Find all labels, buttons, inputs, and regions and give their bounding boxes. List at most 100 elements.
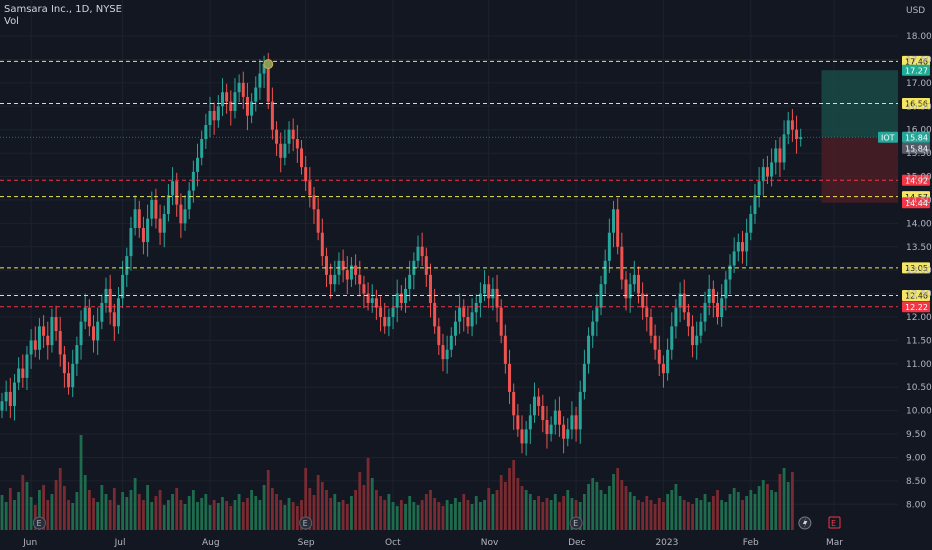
candle-body xyxy=(508,363,512,392)
volume-bar xyxy=(632,496,636,530)
volume-bar xyxy=(458,502,461,530)
candle-body xyxy=(686,312,690,327)
candle-body xyxy=(391,307,395,317)
y-tick-label: 12.50 xyxy=(906,290,932,300)
candle-body xyxy=(162,213,166,233)
candle-body xyxy=(520,429,524,444)
volume-bar xyxy=(766,484,769,530)
candle-body xyxy=(75,345,79,364)
x-tick-2023: 2023 xyxy=(655,538,678,548)
price-axis[interactable]: 18.00 17.50 17.00 16.50 16.00 15.50 15.00 14.50… xyxy=(906,32,932,510)
candle-body xyxy=(12,382,16,406)
candle-body xyxy=(458,307,462,322)
volume-bar xyxy=(300,500,303,530)
candle-body xyxy=(641,293,645,308)
high-marker[interactable] xyxy=(263,59,274,70)
candle-body xyxy=(416,246,420,261)
symbol-title[interactable]: Samsara Inc., 1D, NYSE xyxy=(4,4,122,15)
volume-bar xyxy=(325,490,328,530)
earnings-e-icon[interactable]: E xyxy=(299,516,313,530)
candle-body xyxy=(141,228,145,243)
volume-bar xyxy=(682,500,686,530)
price-tag-14.92[interactable]: 14.92 xyxy=(905,176,928,185)
volume-bar xyxy=(791,472,794,530)
candle-body xyxy=(283,143,287,158)
volume-bar xyxy=(13,500,16,530)
candle-body xyxy=(591,321,595,336)
candle-body xyxy=(100,302,104,322)
candle-body xyxy=(404,288,408,303)
future-earnings-letter: E xyxy=(831,519,836,528)
earnings-e-letter: E xyxy=(573,519,578,528)
horizontal-lines[interactable]: 17.4616.5614.9214.5713.0512.4612.2217.27… xyxy=(0,55,930,313)
candle-body xyxy=(516,415,520,430)
price-label-red[interactable]: 14.44 xyxy=(905,199,928,208)
volume-bar xyxy=(583,494,586,530)
symbol-tag[interactable]: IOT xyxy=(881,133,895,142)
volume-bar xyxy=(503,482,507,530)
candle-body xyxy=(545,420,549,435)
volume-bar xyxy=(545,498,549,530)
candle-body xyxy=(512,391,516,416)
volume-bar xyxy=(441,506,445,530)
volume-bar xyxy=(387,494,391,530)
candle-body xyxy=(428,274,432,303)
price-tag-12.46[interactable]: 12.46 xyxy=(905,292,928,301)
price-tag-17.46[interactable]: 17.46 xyxy=(905,58,928,67)
volume-bar xyxy=(58,468,62,530)
earnings-e-icon[interactable]: E xyxy=(569,516,583,530)
volume-bar xyxy=(645,496,649,530)
symbol-tag-bg xyxy=(878,131,898,143)
y-tick-label: 14.50 xyxy=(906,196,932,206)
candle-body xyxy=(437,326,441,346)
volume-bar xyxy=(358,472,362,530)
y-tick-label: 11.50 xyxy=(906,336,932,346)
volume-bar xyxy=(175,488,179,530)
candle-body xyxy=(275,129,279,144)
volume-bar xyxy=(121,492,125,530)
price-label-green[interactable]: 17.27 xyxy=(905,66,928,75)
volume-bar xyxy=(320,482,324,530)
volume-bar xyxy=(716,490,719,530)
candle-body xyxy=(483,284,487,294)
volume-bar xyxy=(279,500,283,530)
volume-bar xyxy=(533,500,536,530)
volume-bar xyxy=(454,498,457,530)
volume-bar xyxy=(229,506,233,530)
price-tag-13.05[interactable]: 13.05 xyxy=(905,264,928,273)
volume-bar xyxy=(187,496,191,530)
price-label-gray[interactable]: 15.84 xyxy=(905,144,928,153)
volume-bar xyxy=(83,475,87,530)
volume-bar xyxy=(29,497,33,530)
profit-zone[interactable] xyxy=(821,70,898,138)
candle-body xyxy=(466,316,470,327)
candle-body xyxy=(362,284,366,294)
candle-body xyxy=(541,405,545,421)
y-tick-label: 18.00 xyxy=(906,32,932,42)
candle-body xyxy=(266,64,270,102)
candle-body xyxy=(420,246,424,257)
candle-body xyxy=(21,368,25,378)
volume-legend[interactable]: Vol xyxy=(4,16,19,27)
candle-body xyxy=(196,157,200,172)
candle-body xyxy=(478,293,482,303)
candle-body xyxy=(524,429,528,444)
price-label-teal[interactable]: 15.84 xyxy=(905,133,928,142)
candle-body xyxy=(92,326,96,341)
loss-zone[interactable] xyxy=(821,137,898,203)
price-tag-16.56[interactable]: 16.56 xyxy=(905,100,928,109)
lightning-icon[interactable] xyxy=(798,516,812,530)
candle-body xyxy=(716,302,720,317)
earnings-e-icon[interactable]: E xyxy=(32,516,46,530)
volume-bar xyxy=(687,502,690,530)
candle-body xyxy=(233,92,237,111)
time-axis[interactable]: Jun Jul Aug Sep Oct Nov Dec 2023 Feb Mar xyxy=(22,538,843,548)
price-tag-12.22[interactable]: 12.22 xyxy=(905,303,928,312)
volume-bar xyxy=(470,504,474,530)
future-earnings-icon[interactable]: E xyxy=(828,516,841,529)
volume-bar xyxy=(512,460,516,530)
y-tick-label: 8.00 xyxy=(906,500,926,510)
candle-body xyxy=(495,288,499,308)
